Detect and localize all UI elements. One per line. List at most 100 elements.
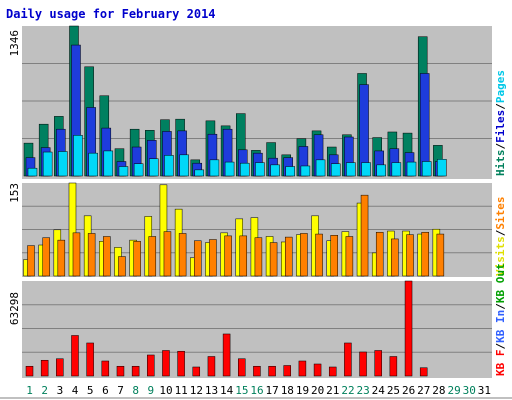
sites-bar — [421, 231, 429, 277]
sites-bar — [345, 236, 354, 277]
sites-bar — [72, 232, 81, 277]
sites-bar — [194, 240, 202, 277]
x-tick-label: 11 — [175, 384, 188, 397]
legend-entry: / — [494, 103, 507, 110]
hits-ymax-label: 1346 — [8, 30, 21, 57]
pages-bar — [118, 166, 129, 177]
sites-bar — [178, 233, 187, 277]
pages-bar — [179, 154, 189, 177]
right-label-2: KB F/KB In/KB Out — [494, 263, 507, 376]
sites-bar — [57, 239, 66, 277]
pages-bar — [255, 162, 265, 177]
pages-bar — [437, 159, 447, 177]
x-tick-label: 10 — [159, 384, 172, 397]
pages-bar — [240, 162, 250, 177]
x-tick-label: 14 — [220, 384, 234, 397]
sites-bar — [87, 233, 96, 277]
legend-entry: / — [494, 343, 507, 350]
pages-bar — [149, 158, 159, 177]
kb-bar — [71, 335, 79, 377]
legend-entry: Pages — [494, 70, 507, 103]
legend-entry: / — [494, 303, 507, 310]
visits-bar — [159, 184, 168, 277]
visits-ymax-label: 153 — [8, 183, 21, 203]
pages-bar — [421, 161, 432, 177]
x-tick-label: 16 — [250, 384, 263, 397]
legend-entry: / — [494, 229, 507, 236]
kb-bar — [374, 350, 382, 377]
sites-bar — [300, 233, 308, 277]
kb-bar — [162, 350, 170, 377]
kb-panel — [22, 281, 492, 378]
legend-entry: KB In — [494, 310, 507, 343]
kb-bar — [344, 342, 352, 377]
kb-bar — [86, 342, 94, 377]
pages-bar — [376, 164, 386, 177]
kb-bar — [177, 350, 185, 377]
x-tick-label: 18 — [281, 384, 294, 397]
x-tick-label: 28 — [432, 384, 445, 397]
x-tick-label: 9 — [148, 384, 155, 397]
legend-entry: Hits — [494, 150, 507, 177]
kb-bar — [222, 333, 231, 377]
x-tick-label: 31 — [478, 384, 491, 397]
x-tick-labels: 1 2 3 4 5 6 7 8 9 10 11 12 13 14 15 16 17 18 19 20 21 22 23 24 2… — [26, 384, 491, 397]
kb-bar — [40, 359, 49, 377]
sites-bar — [269, 242, 278, 277]
x-tick-label: 8 — [132, 384, 139, 397]
sites-bar — [118, 256, 126, 277]
kb-bar — [101, 360, 110, 377]
x-tick-label: 17 — [266, 384, 279, 397]
pages-bar — [406, 161, 417, 177]
legend-entry: KB Out — [494, 263, 507, 303]
chart-title: Daily usage for February 2014 — [6, 7, 216, 21]
x-tick-label: 24 — [372, 384, 386, 397]
x-tick-label: 15 — [235, 384, 248, 397]
legend-entry: Sites — [494, 197, 507, 230]
pages-bar — [42, 151, 53, 177]
sites-bar — [284, 236, 293, 277]
x-tick-label: 25 — [387, 384, 400, 397]
x-tick-label: 1 — [26, 384, 33, 397]
sites-bar — [239, 235, 248, 277]
pages-bar — [164, 155, 174, 177]
right-label-0: Hits/Files/Pages — [494, 70, 507, 176]
x-tick-label: 4 — [72, 384, 79, 397]
kb-bar — [56, 358, 64, 377]
legend-entry: KB F — [494, 350, 507, 377]
sites-bar — [436, 233, 445, 277]
pages-bar — [103, 150, 114, 177]
kb-bar — [298, 360, 307, 377]
kb-bar — [207, 356, 216, 377]
sites-bar — [209, 239, 217, 277]
kb-bar — [147, 354, 155, 377]
sites-bar — [27, 245, 35, 277]
sites-bar — [254, 237, 263, 277]
kb-bar — [404, 280, 413, 377]
kb-bar — [253, 365, 261, 377]
x-tick-label: 20 — [311, 384, 324, 397]
kb-bar — [419, 367, 428, 377]
sites-bar — [103, 236, 111, 277]
sites-bar — [375, 231, 384, 277]
x-tick-label: 19 — [296, 384, 309, 397]
sites-bar — [330, 235, 338, 277]
kb-bar — [131, 365, 140, 377]
kb-bar — [116, 365, 125, 377]
files-bar — [419, 73, 430, 177]
kb-bar — [238, 358, 246, 377]
sites-bar — [360, 194, 369, 277]
bars — [23, 25, 447, 377]
x-tick-label: 23 — [357, 384, 370, 397]
kb-bar — [283, 365, 291, 377]
x-tick-label: 21 — [326, 384, 339, 397]
pages-bar — [270, 164, 280, 177]
files-bar — [359, 84, 369, 177]
sites-bar — [163, 231, 172, 277]
sites-bar — [133, 241, 141, 277]
kb-bar — [192, 366, 201, 377]
pages-bar — [330, 163, 341, 177]
x-tick-label: 30 — [463, 384, 476, 397]
sites-bar — [315, 233, 323, 277]
